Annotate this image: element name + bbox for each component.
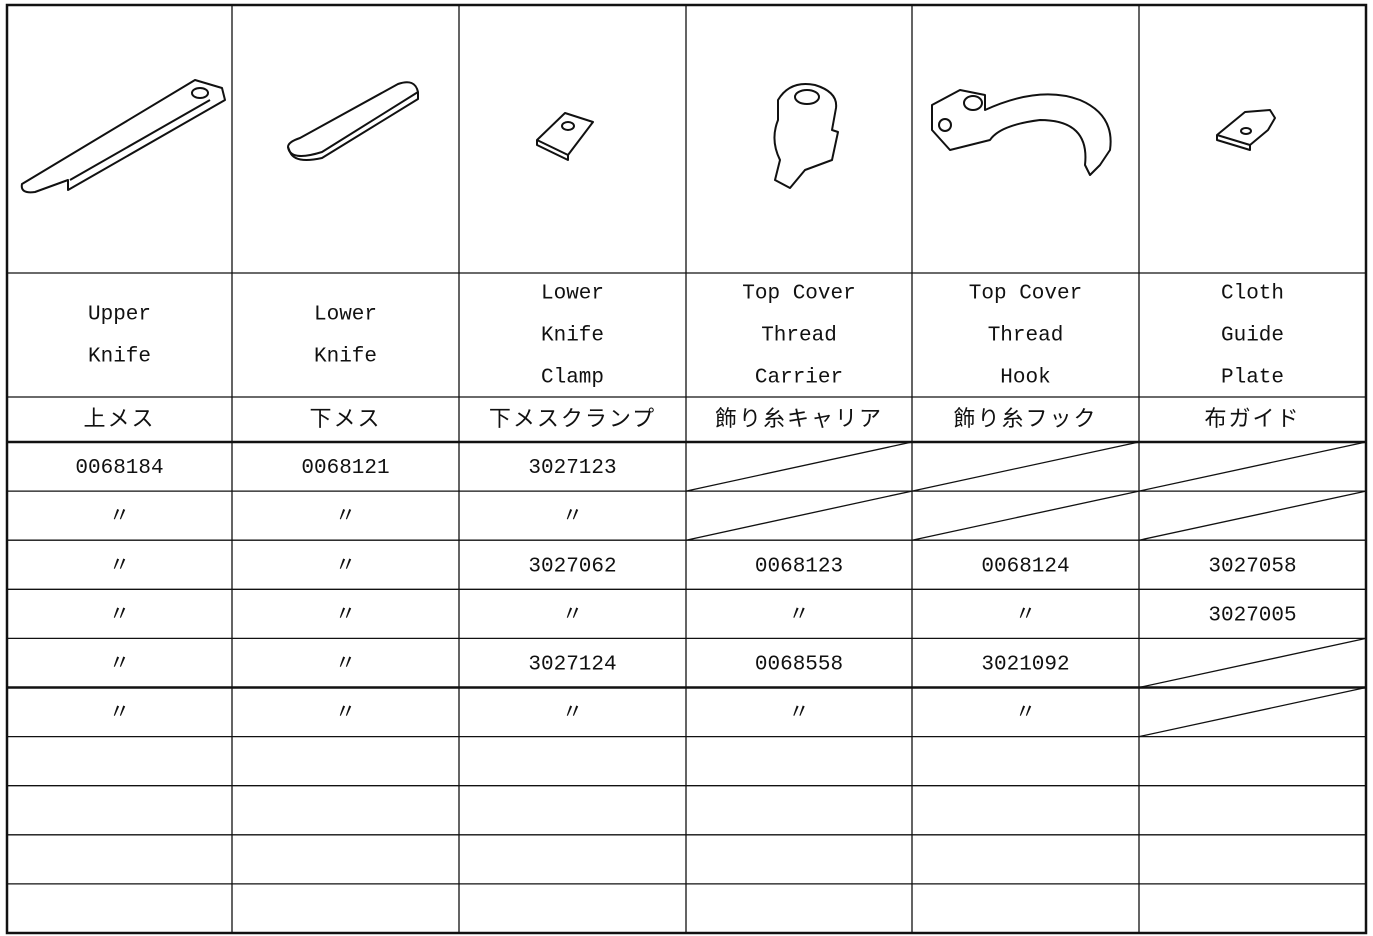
part-number: 〃 xyxy=(1015,703,1036,726)
japanese-name: 上メス xyxy=(83,407,155,432)
english-name: Hook xyxy=(1000,367,1050,390)
english-name: Carrier xyxy=(755,367,843,390)
lower-knife-clamp-picture xyxy=(536,112,594,161)
lower-knife-picture xyxy=(287,81,419,161)
japanese-name: 飾り糸キャリア xyxy=(715,407,883,432)
not-applicable-slash xyxy=(1138,490,1367,541)
part-number: 〃 xyxy=(335,653,356,676)
part-number: 〃 xyxy=(562,703,583,726)
part-number: 0068184 xyxy=(75,457,163,480)
not-applicable-slash xyxy=(911,490,1140,541)
part-number: 〃 xyxy=(335,604,356,627)
part-number: 3027062 xyxy=(528,555,616,578)
part-number: 0068121 xyxy=(301,457,389,480)
english-name: Knife xyxy=(314,346,377,369)
part-number: 〃 xyxy=(335,703,356,726)
part-number: 3021092 xyxy=(981,653,1069,676)
part-number: 〃 xyxy=(789,703,810,726)
japanese-name: 飾り糸フック xyxy=(953,407,1097,432)
part-number: 3027005 xyxy=(1208,604,1296,627)
english-name: Top Cover xyxy=(742,283,855,306)
part-number: 0068124 xyxy=(981,555,1069,578)
english-name: Thread xyxy=(988,325,1064,348)
part-number: 0068123 xyxy=(755,555,843,578)
english-name: Cloth xyxy=(1221,283,1284,306)
english-name: Lower xyxy=(314,304,377,327)
part-number: 〃 xyxy=(789,604,810,627)
guide-plate-picture xyxy=(1216,109,1276,151)
part-number: 〃 xyxy=(109,506,130,529)
part-number: 〃 xyxy=(1015,604,1036,627)
english-name: Lower xyxy=(541,283,604,306)
english-name: Guide xyxy=(1221,325,1284,348)
english-name: Plate xyxy=(1221,367,1284,390)
thread-hook-picture xyxy=(931,89,1112,176)
not-applicable-slash xyxy=(1138,637,1367,689)
english-name: Knife xyxy=(541,325,604,348)
part-number: 3027123 xyxy=(528,457,616,480)
english-name: Knife xyxy=(88,346,151,369)
thread-carrier-picture xyxy=(773,83,839,189)
part-number: 〃 xyxy=(562,604,583,627)
part-number: 〃 xyxy=(335,555,356,578)
part-number: 〃 xyxy=(335,506,356,529)
japanese-name: 下メス xyxy=(309,407,381,432)
english-name: Thread xyxy=(761,325,837,348)
not-applicable-slash xyxy=(911,441,1140,492)
upper-knife-picture xyxy=(20,79,226,194)
not-applicable-slash xyxy=(685,490,913,541)
english-name: Upper xyxy=(88,304,151,327)
part-number: 〃 xyxy=(109,555,130,578)
part-number: 〃 xyxy=(562,506,583,529)
not-applicable-slash xyxy=(685,441,913,492)
english-name: Clamp xyxy=(541,367,604,390)
part-number: 3027058 xyxy=(1208,555,1296,578)
part-number: 〃 xyxy=(109,653,130,676)
part-number: 〃 xyxy=(109,703,130,726)
part-number: 〃 xyxy=(109,604,130,627)
not-applicable-slash xyxy=(1138,686,1367,738)
not-applicable-slash xyxy=(1138,441,1367,492)
japanese-name: 布ガイド xyxy=(1204,407,1300,432)
part-number: 3027124 xyxy=(528,653,616,676)
japanese-name: 下メスクランプ xyxy=(489,407,656,432)
english-name: Top Cover xyxy=(969,283,1082,306)
part-number: 0068558 xyxy=(755,653,843,676)
